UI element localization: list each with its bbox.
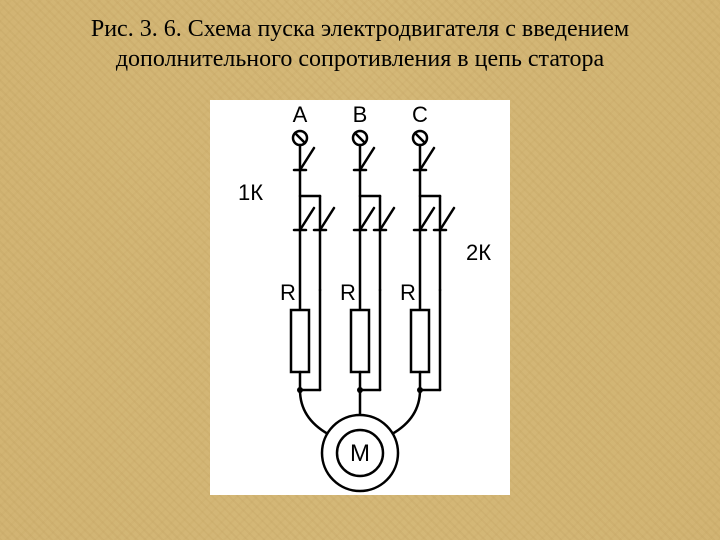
- caption-line2: дополнительного сопротивления в цепь ста…: [116, 46, 604, 72]
- resistor-a-label: R: [280, 280, 296, 305]
- figure-caption: Рис. 3. 6. Схема пуска электродвигателя …: [0, 0, 720, 74]
- contactor-1k-c: [420, 148, 434, 170]
- resistor-b-icon: [351, 310, 369, 372]
- resistor-c-icon: [411, 310, 429, 372]
- contactor-1k-a: [300, 148, 314, 170]
- resistor-a-icon: [291, 310, 309, 372]
- caption-line1: Рис. 3. 6. Схема пуска электродвигателя …: [91, 16, 629, 42]
- contactor-1k-b: [360, 148, 374, 170]
- motor-label: М: [350, 440, 370, 467]
- schematic-svg: А R: [210, 100, 510, 495]
- contactor-2k-a: [320, 208, 334, 230]
- contactor-1k-label: 1К: [238, 180, 263, 205]
- contactor-2k-b: [380, 208, 394, 230]
- phase-c-label: С: [412, 102, 428, 127]
- phase-b-label: В: [353, 102, 368, 127]
- schematic-diagram: А R: [210, 100, 510, 495]
- contactor-2k-label: 2К: [466, 240, 491, 265]
- resistor-c-label: R: [400, 280, 416, 305]
- resistor-b-label: R: [340, 280, 356, 305]
- phase-a-label: А: [293, 102, 308, 127]
- contactor-2k-c: [440, 208, 454, 230]
